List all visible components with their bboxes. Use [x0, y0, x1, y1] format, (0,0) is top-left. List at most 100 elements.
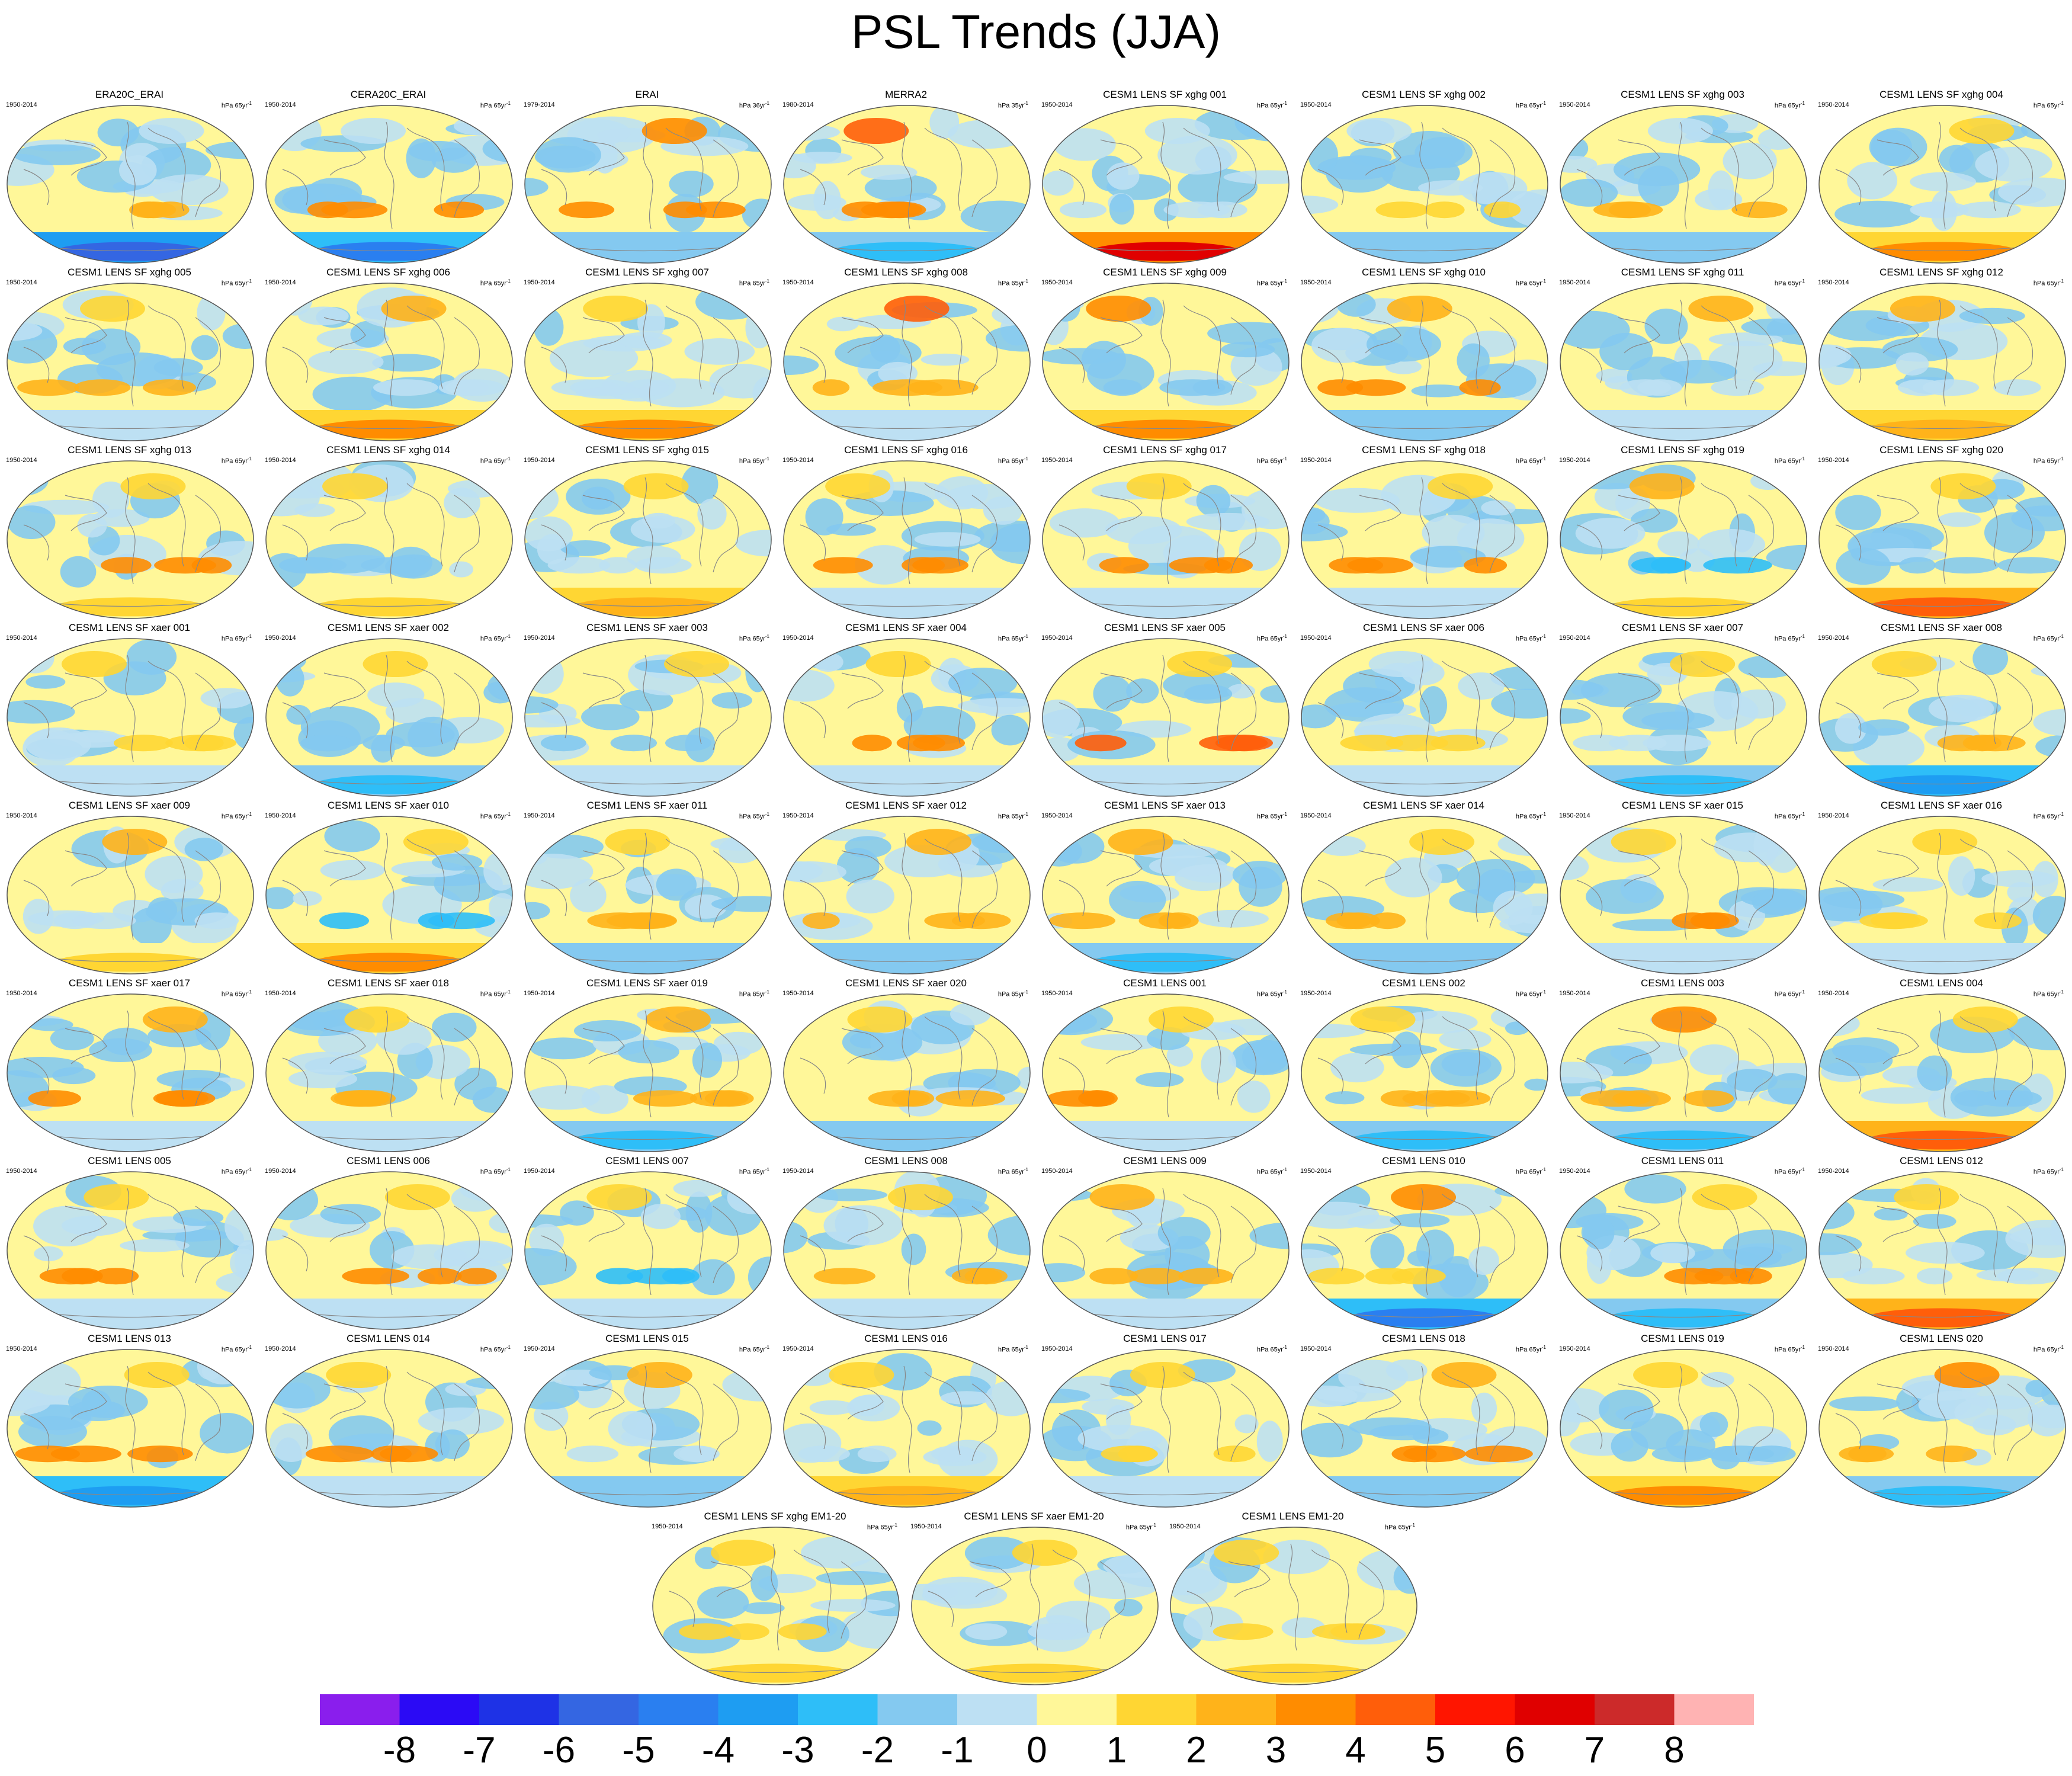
map-panel: CESM1 LENS SF xghg 006 1950-2014 hPa 65yr-… [259, 267, 518, 444]
figure-title: PSL Trends (JJA) [851, 5, 1221, 58]
psl-trend-map [7, 638, 254, 797]
map-panel: CESM1 LENS 017 1950-2014 hPa 65yr-1 [1035, 1333, 1294, 1511]
panel-units: hPa 65yr-1 [2033, 812, 2064, 820]
panel-years: 1950-2014 [6, 990, 37, 997]
panel-title: CESM1 LENS 015 [605, 1333, 689, 1344]
psl-trend-map [1818, 460, 2066, 619]
panel-title: CESM1 LENS EM1-20 [1242, 1511, 1344, 1522]
colorbar-swatch [877, 1694, 957, 1725]
map-panel: CESM1 LENS SF xaer 018 1950-2014 hPa 65yr-… [259, 977, 518, 1155]
panel-units: hPa 65yr-1 [480, 278, 511, 287]
panel-title: CESM1 LENS SF xghg 008 [844, 267, 968, 278]
map-panel: CESM1 LENS SF xaer 014 1950-2014 hPa 65yr-… [1294, 800, 1553, 977]
map-panel: CESM1 LENS SF xghg 016 1950-2014 hPa 65yr-… [777, 444, 1035, 622]
panel-units: hPa 65yr-1 [480, 812, 511, 820]
psl-trend-map [1560, 1349, 1807, 1508]
colorbar-swatch [1515, 1694, 1595, 1725]
psl-trend-map [1042, 1349, 1290, 1508]
colorbar-swatch [1196, 1694, 1276, 1725]
colorbar-tick-label: -6 [542, 1730, 576, 1771]
panel-title: CESM1 LENS 013 [88, 1333, 171, 1344]
colorbar-swatch [1435, 1694, 1515, 1725]
panel-title: CESM1 LENS SF xaer 016 [1880, 800, 2003, 811]
colorbar-swatch [1037, 1694, 1117, 1725]
colorbar-tick-label: -2 [861, 1730, 894, 1771]
map-panel: CESM1 LENS 009 1950-2014 hPa 65yr-1 [1035, 1155, 1294, 1333]
panel-title: CESM1 LENS SF xghg 002 [1362, 89, 1486, 100]
psl-trend-map [1560, 1171, 1807, 1330]
panel-title: CESM1 LENS SF xaer 005 [1104, 622, 1226, 633]
psl-trend-map [1560, 460, 1807, 619]
map-panel: CESM1 LENS SF xaer 011 1950-2014 hPa 65yr-… [518, 800, 777, 977]
map-panel: CESM1 LENS 012 1950-2014 hPa 65yr-1 [1812, 1155, 2071, 1333]
panel-title: CESM1 LENS SF xaer 010 [327, 800, 450, 811]
panel-units: hPa 65yr-1 [1774, 1345, 1805, 1354]
colorbar-swatch [639, 1694, 719, 1725]
map-panel: CESM1 LENS 015 1950-2014 hPa 65yr-1 [518, 1333, 777, 1511]
panel-title: CESM1 LENS SF xghg 006 [326, 267, 450, 278]
map-panel: CESM1 LENS SF xghg 015 1950-2014 hPa 65yr-… [518, 444, 777, 622]
panel-title: CESM1 LENS 019 [1641, 1333, 1724, 1344]
psl-trend-map [7, 993, 254, 1152]
panel-years: 1979-2014 [524, 101, 555, 108]
panel-title: CESM1 LENS SF xaer 003 [586, 622, 708, 633]
colorbar-tick-label: 6 [1505, 1730, 1525, 1771]
psl-trend-map [783, 283, 1031, 441]
panel-units: hPa 65yr-1 [2033, 634, 2064, 643]
panel-title: CESM1 LENS SF xghg 019 [1621, 444, 1744, 456]
map-panel: CESM1 LENS SF xghg 004 1950-2014 hPa 65yr-… [1812, 89, 2071, 267]
panel-years: 1950-2014 [1559, 457, 1590, 464]
panel-years: 1950-2014 [1300, 457, 1332, 464]
panel-years: 1950-2014 [1300, 101, 1332, 108]
panel-title: CESM1 LENS SF xghg 017 [1103, 444, 1227, 456]
panel-years: 1950-2014 [910, 1523, 942, 1530]
map-panel: CESM1 LENS SF xaer 008 1950-2014 hPa 65yr-… [1812, 622, 2071, 800]
panel-units: hPa 65yr-1 [997, 1345, 1028, 1354]
map-panel: CESM1 LENS SF xaer 016 1950-2014 hPa 65yr-… [1812, 800, 2071, 977]
panel-years: 1950-2014 [1041, 634, 1073, 642]
panel-units: hPa 65yr-1 [2033, 1167, 2064, 1176]
map-panel: CESM1 LENS SF xghg 008 1950-2014 hPa 65yr-… [777, 267, 1035, 444]
colorbar-swatch [1117, 1694, 1197, 1725]
map-panel: CESM1 LENS 018 1950-2014 hPa 65yr-1 [1294, 1333, 1553, 1511]
panel-years: 1950-2014 [1169, 1523, 1201, 1530]
panel-units: hPa 65yr-1 [221, 278, 252, 287]
panel-units: hPa 65yr-1 [221, 812, 252, 820]
map-panel: CESM1 LENS SF xghg 014 1950-2014 hPa 65yr-… [259, 444, 518, 622]
psl-trend-map [1042, 638, 1290, 797]
panel-units: hPa 65yr-1 [1774, 989, 1805, 998]
panel-title: CESM1 LENS 018 [1382, 1333, 1465, 1344]
panel-units: hPa 65yr-1 [739, 812, 769, 820]
panel-years: 1950-2014 [524, 279, 555, 286]
panel-units: hPa 65yr-1 [1515, 278, 1546, 287]
map-panel: CESM1 LENS SF xaer 010 1950-2014 hPa 65yr-… [259, 800, 518, 977]
psl-trend-map [783, 105, 1031, 264]
panel-title: CESM1 LENS 004 [1900, 977, 1983, 989]
panel-units: hPa 65yr-1 [867, 1522, 897, 1531]
psl-trend-map [652, 1527, 900, 1685]
panel-title: CESM1 LENS SF xghg 013 [68, 444, 191, 456]
map-panel: CESM1 LENS 001 1950-2014 hPa 65yr-1 [1035, 977, 1294, 1155]
panel-years: 1950-2014 [524, 457, 555, 464]
map-panel: CESM1 LENS SF xghg 017 1950-2014 hPa 65yr-… [1035, 444, 1294, 622]
panel-units: hPa 65yr-1 [739, 278, 769, 287]
panel-years: 1950-2014 [782, 634, 814, 642]
panel-years: 1950-2014 [1818, 990, 1849, 997]
psl-trend-map [265, 460, 513, 619]
psl-trend-map [1301, 1171, 1548, 1330]
colorbar-tick-label: -4 [701, 1730, 735, 1771]
panel-years: 1950-2014 [1559, 101, 1590, 108]
panel-title: CESM1 LENS 005 [88, 1155, 171, 1166]
map-panel: CESM1 LENS 008 1950-2014 hPa 65yr-1 [777, 1155, 1035, 1333]
panel-title: CESM1 LENS SF xaer 007 [1621, 622, 1744, 633]
panel-units: hPa 65yr-1 [221, 456, 252, 465]
panel-title: CESM1 LENS 001 [1123, 977, 1207, 989]
panel-years: 1950-2014 [1559, 812, 1590, 819]
psl-trend-map [1301, 1349, 1548, 1508]
panel-years: 1950-2014 [265, 812, 296, 819]
panel-units: hPa 65yr-1 [2033, 989, 2064, 998]
psl-trend-map [1818, 105, 2066, 264]
panel-title: CESM1 LENS SF xaer 015 [1621, 800, 1744, 811]
panel-title: CESM1 LENS SF xghg 004 [1879, 89, 2003, 100]
map-panel: CESM1 LENS 002 1950-2014 hPa 65yr-1 [1294, 977, 1553, 1155]
